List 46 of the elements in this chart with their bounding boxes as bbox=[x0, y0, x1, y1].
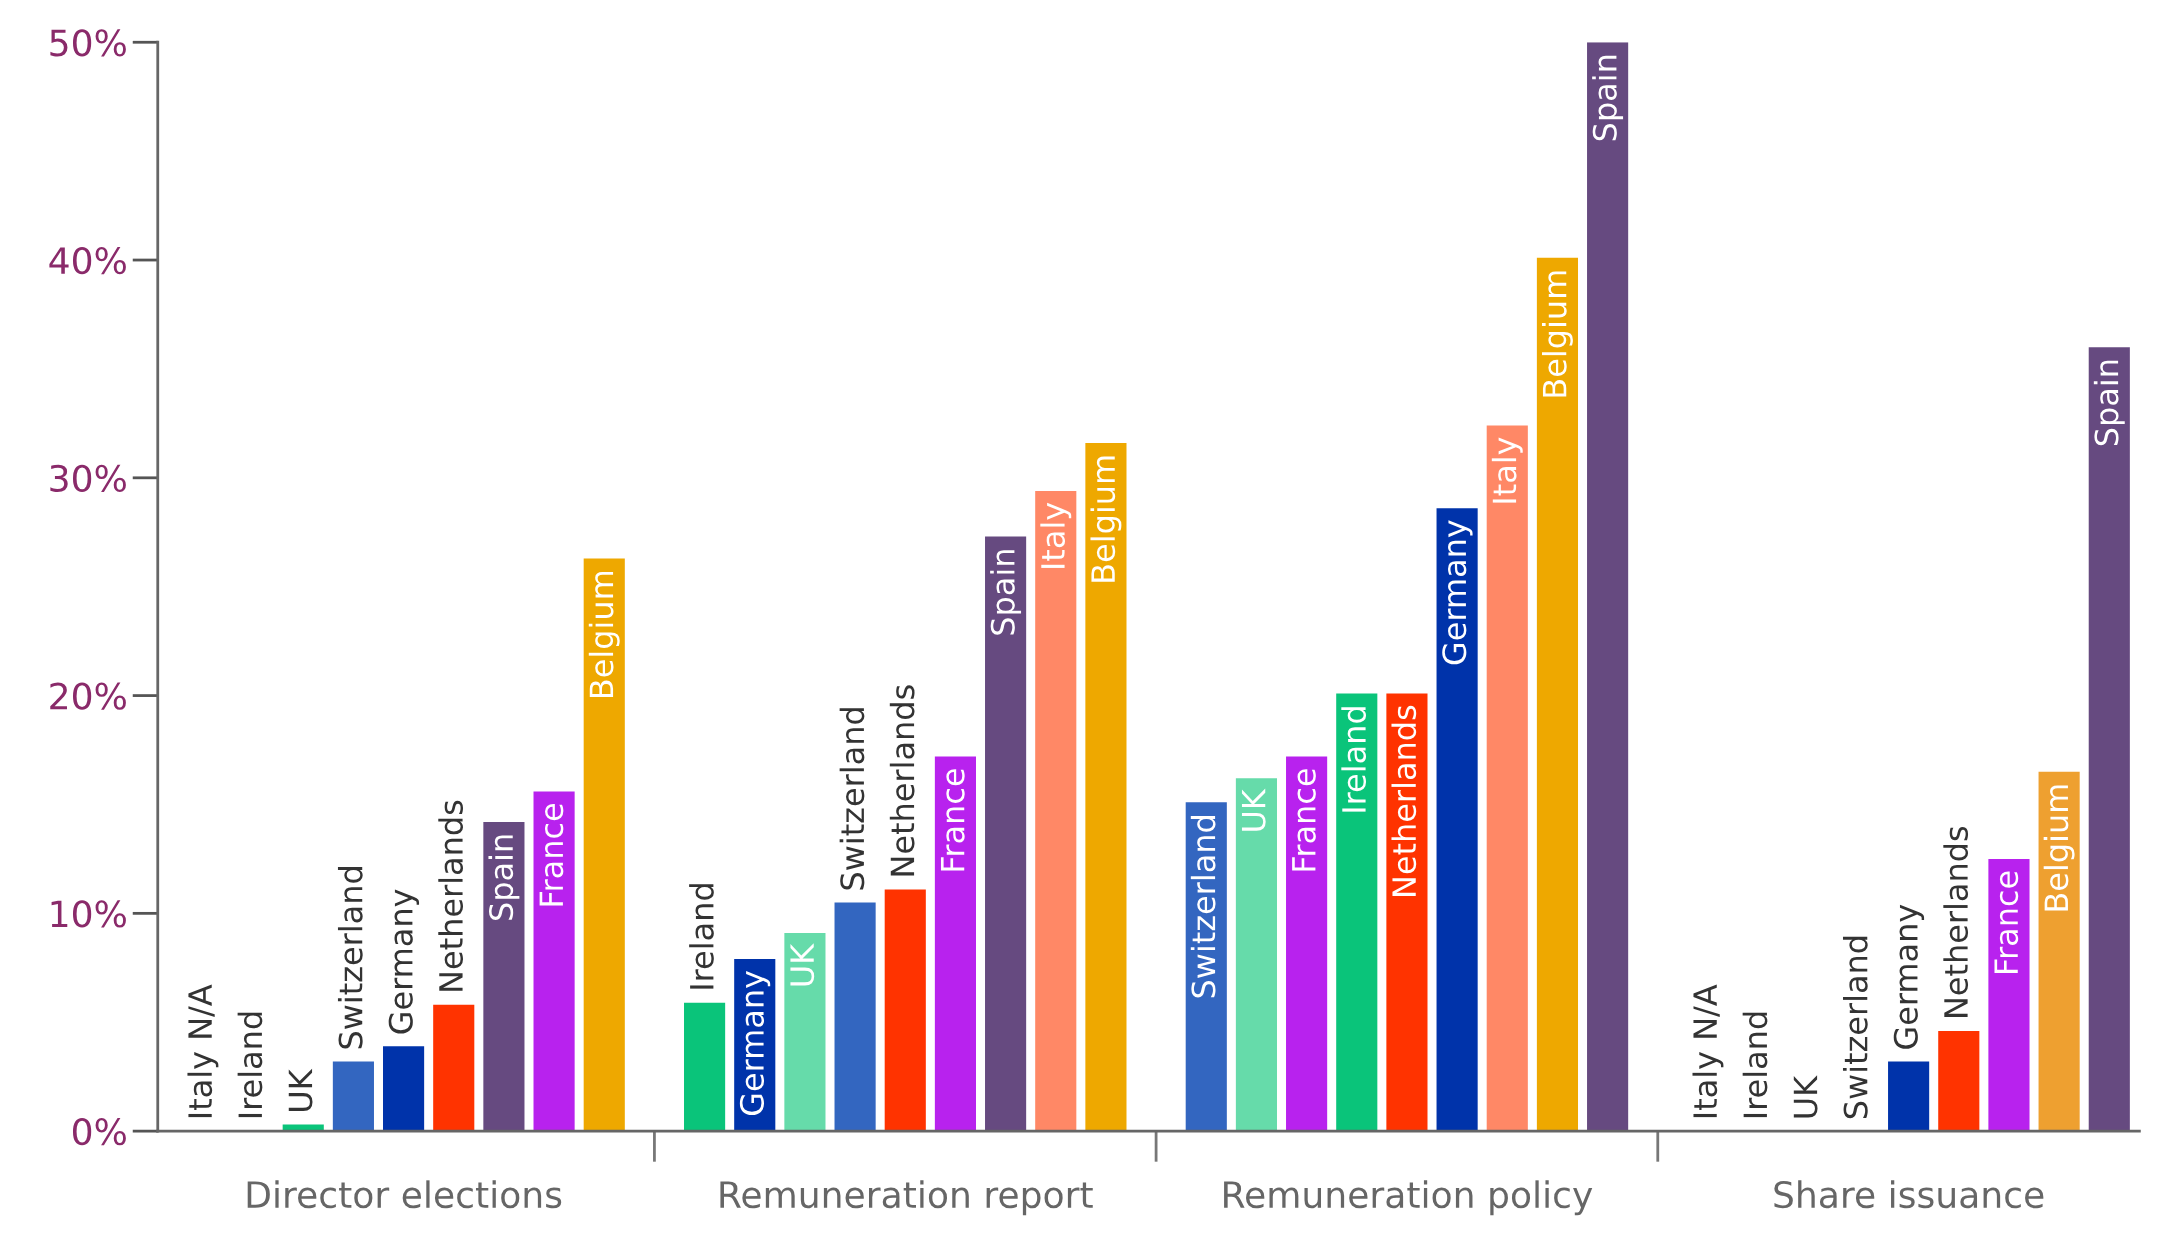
data-label: Spain bbox=[2093, 360, 2125, 446]
y-tick-label: 50% bbox=[50, 29, 126, 57]
data-label: Switzerland bbox=[1190, 816, 1216, 998]
data-label: UK bbox=[1241, 788, 1266, 831]
data-label: Switzerland bbox=[1842, 936, 1868, 1119]
data-label: Ireland bbox=[689, 884, 714, 989]
data-label: Italy bbox=[1491, 437, 1523, 503]
data-label: Belgium bbox=[1541, 271, 1573, 397]
data-label: Netherlands bbox=[889, 685, 915, 876]
data-label: Germany bbox=[388, 889, 420, 1034]
data-label: Netherlands bbox=[1391, 705, 1417, 896]
text: Share issuance bbox=[1774, 1180, 2044, 1209]
data-label: Italy bbox=[1040, 502, 1072, 568]
data-label: UK bbox=[288, 1068, 313, 1111]
data-label: France bbox=[1994, 871, 2019, 973]
data-label: Netherlands bbox=[438, 800, 464, 991]
data-label: Belgium bbox=[2043, 785, 2075, 911]
data-label: Ireland bbox=[1341, 707, 1367, 812]
data-label: Netherlands bbox=[1943, 826, 1969, 1017]
y-tick-label: 30% bbox=[50, 464, 126, 493]
y-tick-label: 20% bbox=[50, 682, 126, 710]
data-label: Germany bbox=[1442, 520, 1473, 665]
data-label: UK bbox=[790, 943, 815, 986]
data-label: UK bbox=[1793, 1075, 1818, 1118]
data-label: France bbox=[539, 803, 564, 906]
y-tick-label: 40% bbox=[49, 246, 126, 275]
text: Italy N/A bbox=[1692, 984, 1724, 1118]
text: Italy N/A bbox=[187, 984, 219, 1118]
data-label: Germany bbox=[739, 970, 771, 1116]
data-label: France bbox=[940, 769, 965, 871]
data-label: Germany bbox=[1893, 904, 1925, 1049]
data-label: Spain bbox=[488, 835, 520, 920]
data-label: Switzerland bbox=[839, 708, 865, 890]
data-label: Spain bbox=[990, 550, 1022, 635]
text: Director elections bbox=[247, 1180, 562, 1209]
data-label: Ireland bbox=[237, 1012, 263, 1118]
data-label: Belgium bbox=[588, 571, 620, 698]
data-label: Spain bbox=[1592, 55, 1624, 141]
text: Remuneration policy bbox=[1224, 1180, 1593, 1216]
data-label: France bbox=[1292, 769, 1316, 871]
y-tick-label: 10% bbox=[51, 900, 126, 928]
y-tick-label: 0% bbox=[72, 1118, 126, 1146]
text: Remuneration report bbox=[720, 1180, 1093, 1216]
data-label: Belgium bbox=[1090, 456, 1122, 582]
data-label: Ireland bbox=[1742, 1012, 1768, 1118]
data-label: Switzerland bbox=[337, 867, 363, 1049]
